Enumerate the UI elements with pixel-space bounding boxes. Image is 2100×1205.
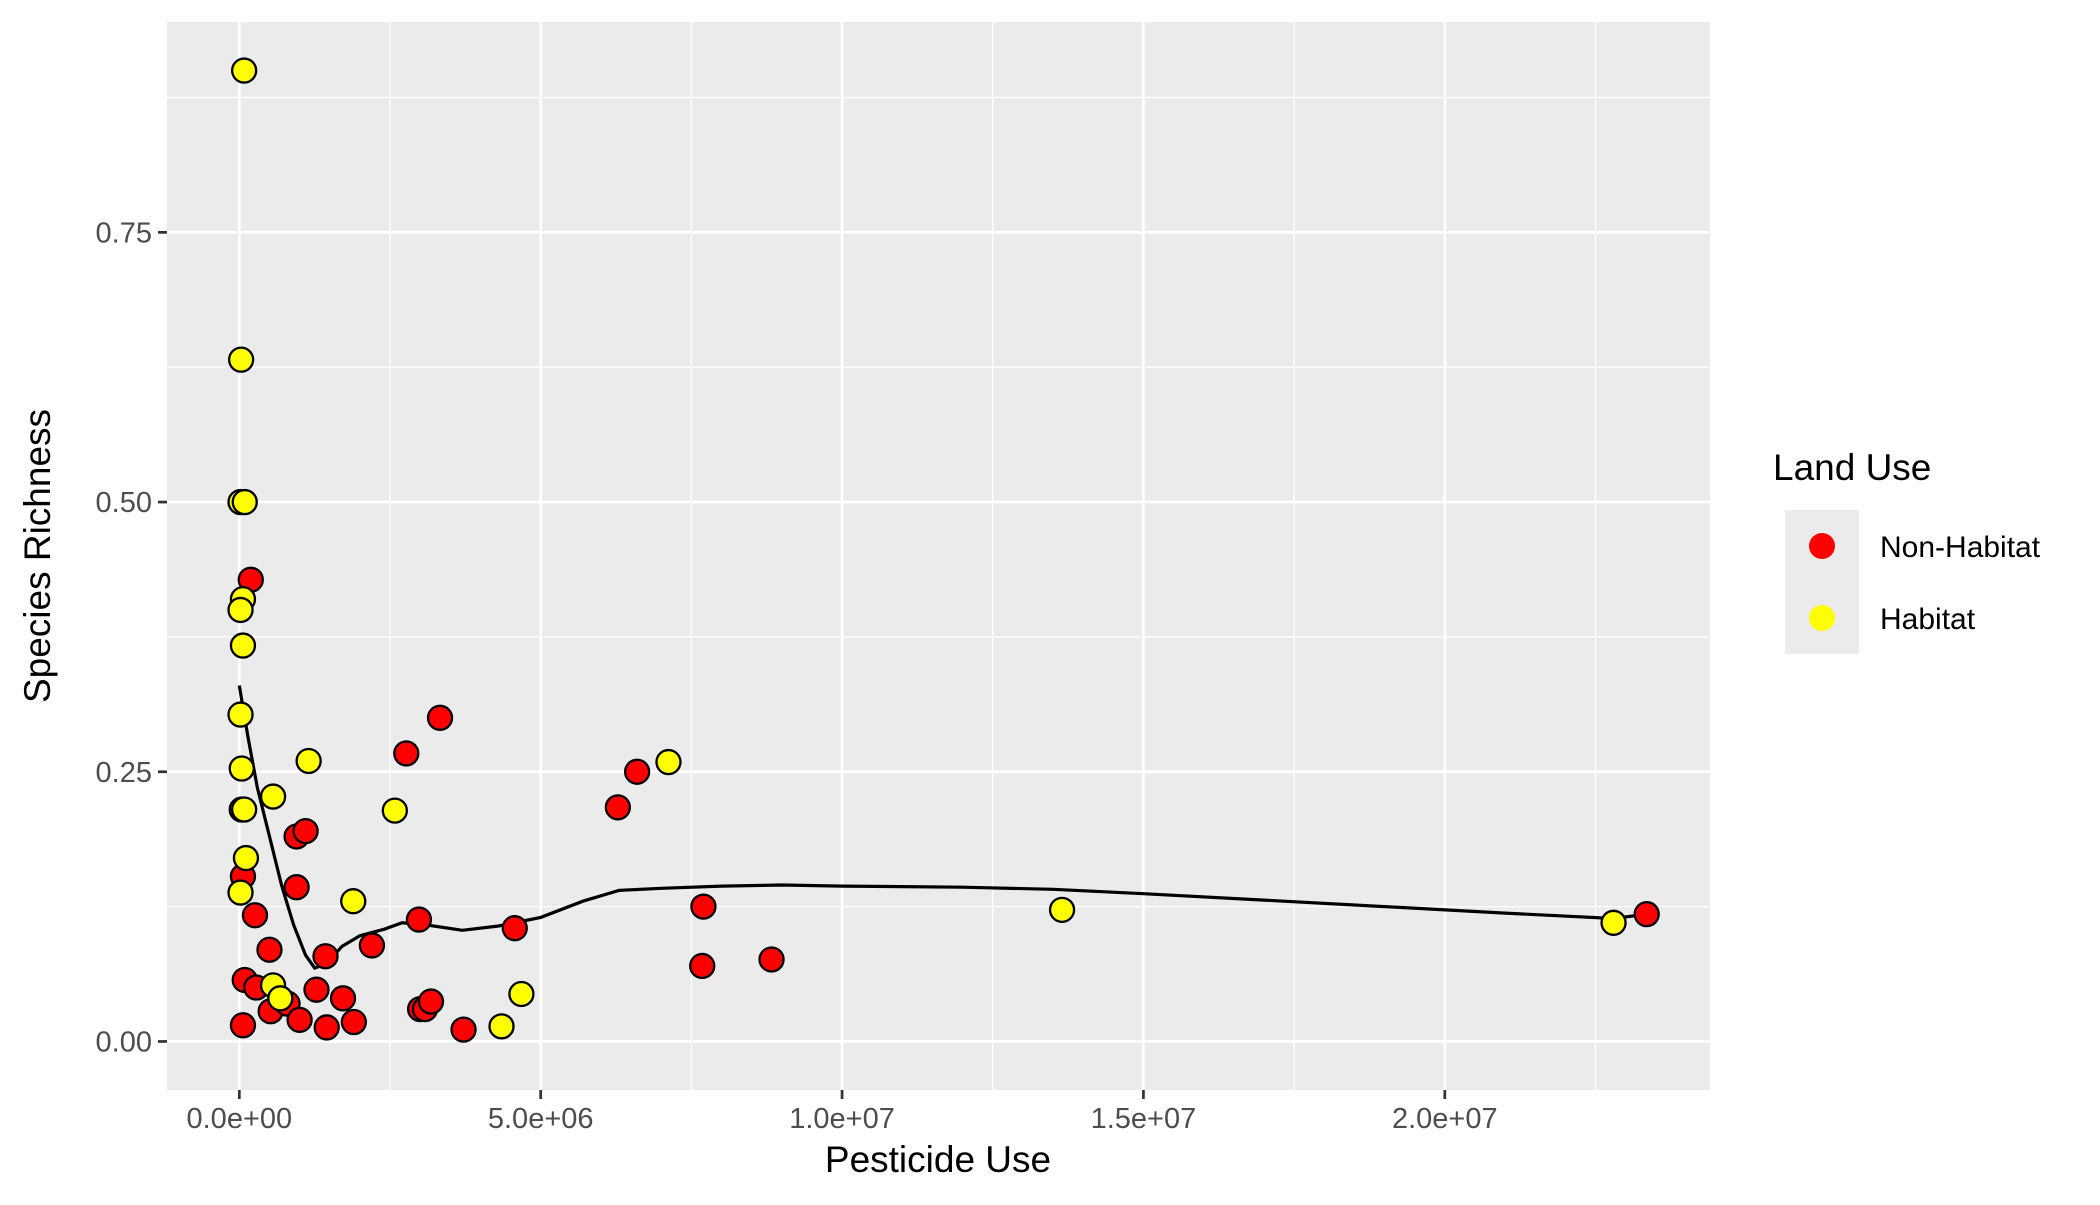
point-habitat xyxy=(227,346,255,373)
x-axis-title: Pesticide Use xyxy=(825,1139,1051,1180)
point-non-habitat xyxy=(690,893,717,920)
point-non-habitat xyxy=(303,976,330,1003)
point-non-habitat xyxy=(241,902,269,929)
legend-key-habitat xyxy=(1809,605,1835,631)
legend: Land Use Non-Habitat Habitat xyxy=(1773,447,2041,654)
point-non-habitat xyxy=(1633,901,1660,928)
legend-key-non-habitat xyxy=(1809,533,1835,559)
point-non-habitat xyxy=(758,946,785,973)
point-non-habitat xyxy=(501,915,528,942)
point-non-habitat xyxy=(329,985,357,1012)
y-tick-label: 0.00 xyxy=(96,1026,152,1058)
point-non-habitat xyxy=(405,906,433,933)
point-non-habitat xyxy=(340,1008,367,1036)
point-non-habitat xyxy=(313,1014,340,1041)
point-non-habitat xyxy=(604,794,631,821)
axes: 0.0e+00 5.0e+06 1.0e+07 1.5e+07 2.0e+07 0.00 0… xyxy=(96,217,1498,1135)
legend-key-background xyxy=(1785,510,1859,654)
point-non-habitat xyxy=(450,1016,477,1043)
point-habitat xyxy=(230,796,258,823)
point-habitat xyxy=(259,783,287,810)
point-habitat xyxy=(227,701,254,728)
point-non-habitat xyxy=(283,874,310,901)
y-tick-label: 0.50 xyxy=(96,487,152,519)
trend-line-layer xyxy=(237,685,1647,971)
legend-label: Non-Habitat xyxy=(1880,531,2041,564)
point-non-habitat xyxy=(229,1012,257,1039)
point-habitat xyxy=(227,879,254,906)
y-axis-title: Species Richness xyxy=(17,409,58,703)
point-habitat xyxy=(655,748,682,776)
point-habitat xyxy=(230,57,258,84)
point-habitat xyxy=(381,797,408,824)
trend-line xyxy=(237,685,1647,971)
point-habitat xyxy=(295,747,322,775)
point-non-habitat xyxy=(358,932,386,959)
x-tick-label: 5.0e+06 xyxy=(488,1103,594,1135)
point-habitat xyxy=(231,488,258,516)
point-habitat xyxy=(232,844,260,872)
legend-title: Land Use xyxy=(1773,447,1931,488)
grid-lines xyxy=(167,22,1710,1090)
point-habitat xyxy=(340,888,367,915)
x-tick-label: 2.0e+07 xyxy=(1392,1103,1498,1135)
point-non-habitat xyxy=(426,704,454,731)
x-tick-label: 0.0e+00 xyxy=(187,1103,293,1135)
plot-panel xyxy=(167,22,1710,1090)
point-non-habitat xyxy=(393,740,420,767)
data-points-layer xyxy=(227,57,1660,1043)
x-tick-label: 1.0e+07 xyxy=(789,1103,895,1135)
point-non-habitat xyxy=(256,936,283,963)
y-tick-label: 0.75 xyxy=(96,217,152,249)
point-habitat xyxy=(508,980,535,1008)
legend-label: Habitat xyxy=(1880,603,1976,636)
point-non-habitat xyxy=(689,952,716,980)
point-non-habitat xyxy=(312,943,339,970)
x-tick-label: 1.5e+07 xyxy=(1091,1103,1197,1135)
point-non-habitat xyxy=(292,817,319,845)
point-habitat xyxy=(267,985,294,1012)
point-habitat xyxy=(229,632,257,659)
point-habitat xyxy=(227,596,254,624)
y-tick-label: 0.25 xyxy=(96,757,152,789)
point-habitat xyxy=(488,1013,515,1040)
point-non-habitat xyxy=(286,1006,313,1034)
point-non-habitat xyxy=(623,758,651,785)
point-habitat xyxy=(228,755,255,782)
point-habitat xyxy=(1600,909,1627,936)
point-habitat xyxy=(1048,896,1076,923)
point-non-habitat xyxy=(417,988,445,1015)
